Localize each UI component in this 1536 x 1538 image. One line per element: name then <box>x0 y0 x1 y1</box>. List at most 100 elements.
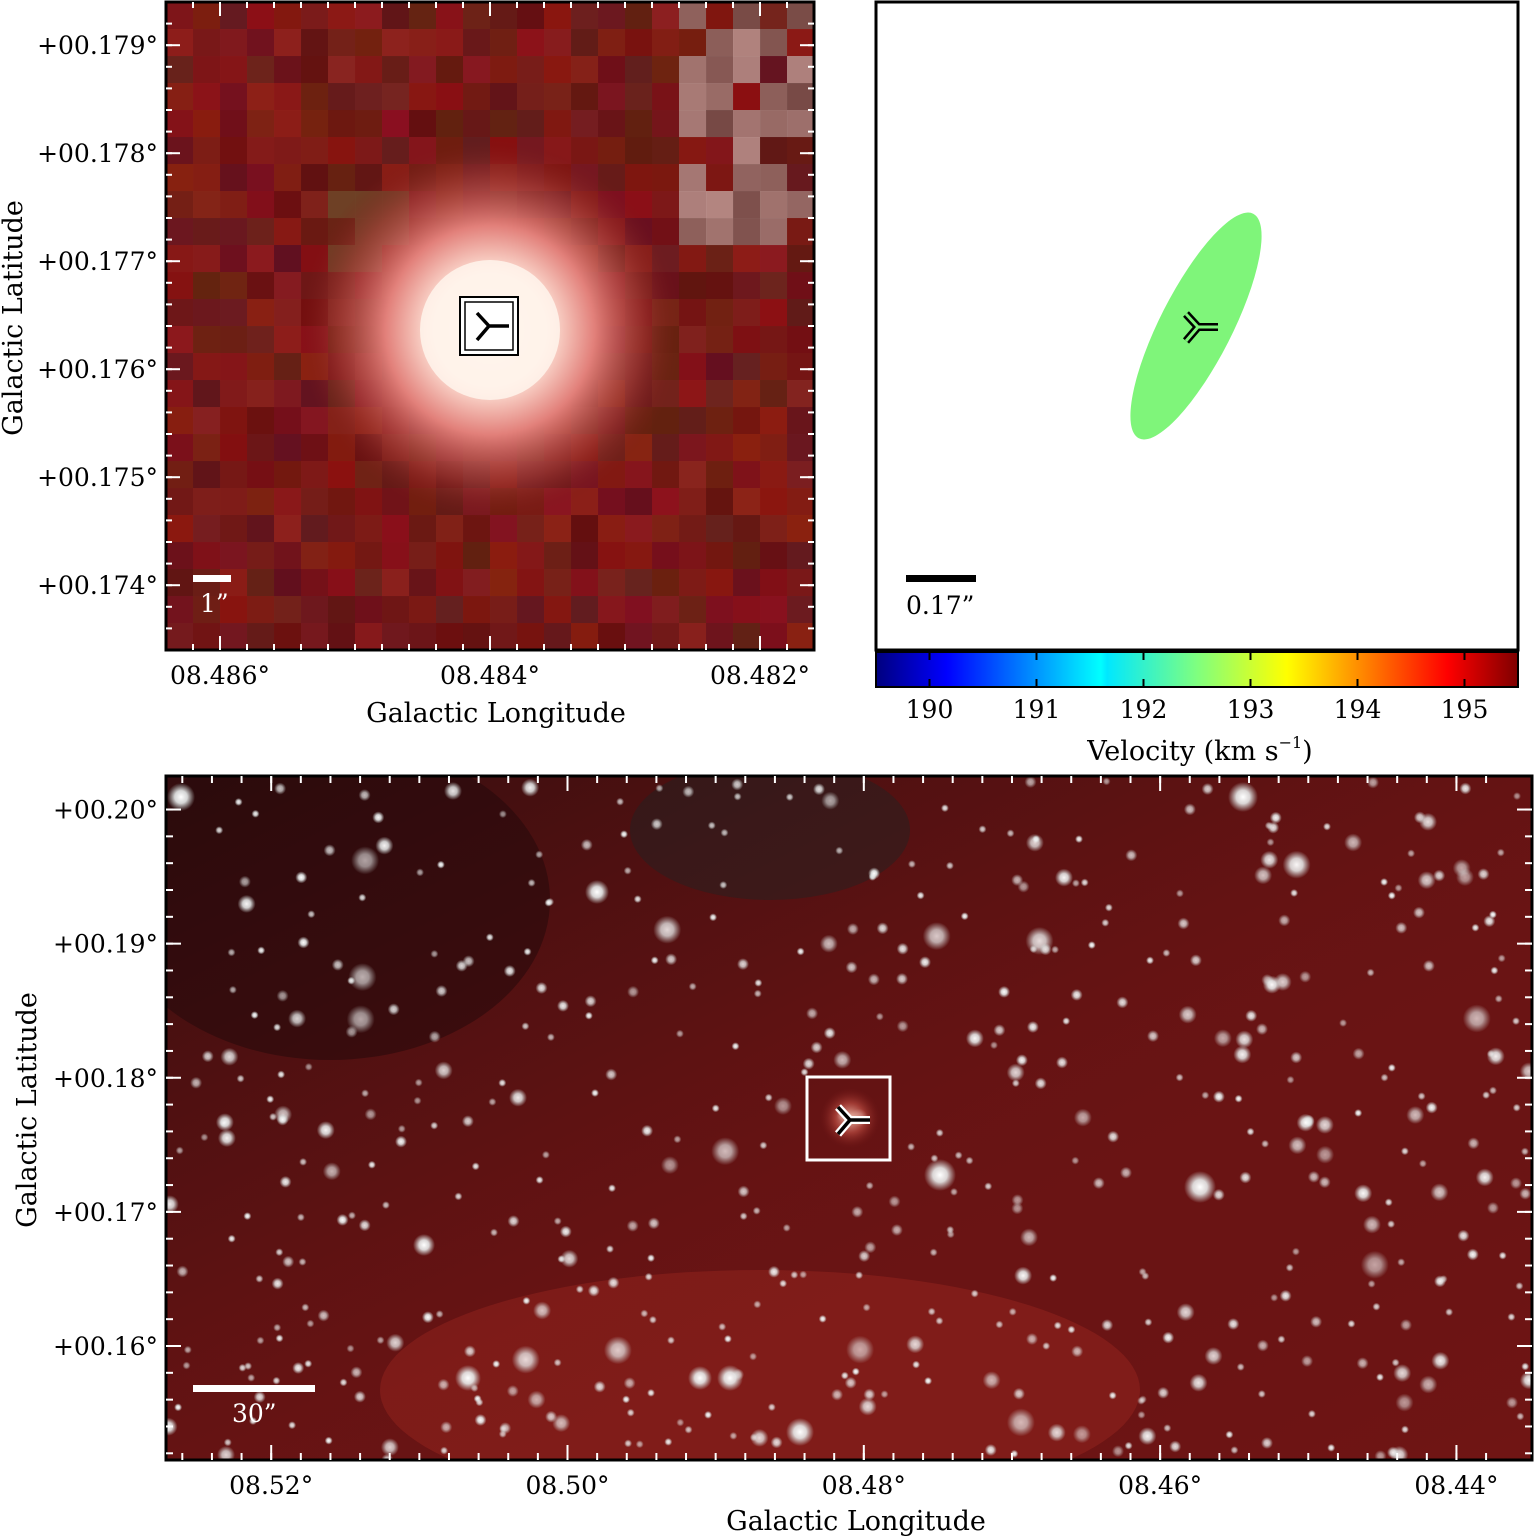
star <box>521 778 540 797</box>
pixel <box>328 461 356 489</box>
star <box>250 1011 259 1020</box>
pixel <box>247 542 275 570</box>
star <box>888 1195 901 1208</box>
star <box>704 1410 713 1419</box>
star <box>1246 1127 1255 1136</box>
star <box>1467 1137 1480 1150</box>
star <box>1026 1021 1039 1033</box>
star <box>800 1068 809 1077</box>
star <box>1285 1263 1294 1272</box>
bright-star <box>786 1418 814 1446</box>
pixel <box>409 515 437 543</box>
star <box>1372 1302 1381 1311</box>
pixel <box>787 515 814 543</box>
pixel <box>328 623 356 650</box>
pixel <box>679 29 707 57</box>
star <box>1301 1355 1314 1368</box>
star <box>545 1410 558 1423</box>
pixel <box>193 218 221 246</box>
star <box>190 1076 203 1089</box>
pixel <box>787 407 814 435</box>
star <box>1051 945 1060 954</box>
star <box>1354 1184 1373 1203</box>
pixel <box>382 56 410 84</box>
pixel <box>787 353 814 381</box>
pixel <box>544 29 572 57</box>
pixel <box>328 56 356 84</box>
star <box>1433 869 1446 882</box>
pixel <box>247 434 275 462</box>
pixel <box>193 272 221 300</box>
star <box>1486 1049 1495 1058</box>
pixel <box>274 191 302 219</box>
pixel <box>652 110 680 138</box>
star <box>176 1265 189 1278</box>
star <box>387 1003 400 1016</box>
star <box>527 1390 546 1409</box>
pixel <box>247 164 275 192</box>
star <box>1254 866 1273 885</box>
pixel <box>652 56 680 84</box>
pixel <box>679 515 707 543</box>
star <box>675 1029 684 1038</box>
colorbar-tick-label: 193 <box>1227 695 1275 724</box>
pixel <box>706 29 734 57</box>
star <box>1395 1393 1414 1412</box>
star <box>906 1335 925 1354</box>
star <box>1307 1170 1320 1183</box>
bright-star <box>1228 782 1258 812</box>
star <box>1071 1345 1084 1358</box>
pixel <box>598 515 626 543</box>
colorbar-tick-labels: 190 191 192 193 194 195 <box>906 695 1489 724</box>
star <box>1102 777 1111 786</box>
pixel <box>328 2 356 30</box>
pixel <box>733 569 761 597</box>
star <box>1363 1215 1381 1234</box>
pixel <box>706 164 734 192</box>
pixel <box>517 569 545 597</box>
pixel <box>301 83 329 111</box>
star <box>684 1425 693 1434</box>
pixel <box>193 434 221 462</box>
star <box>535 1176 544 1184</box>
pixel <box>652 515 680 543</box>
pixel <box>733 2 761 30</box>
star <box>984 1182 993 1191</box>
star <box>273 1323 282 1332</box>
bright-star <box>1184 1171 1216 1203</box>
pixel <box>247 83 275 111</box>
star <box>1029 945 1038 954</box>
star <box>1459 782 1472 795</box>
star <box>1256 1023 1268 1036</box>
pixel <box>274 164 302 192</box>
tri-branch-marker-icon <box>834 1104 870 1137</box>
star <box>922 922 951 951</box>
pixel <box>571 137 599 165</box>
pixel <box>625 110 653 138</box>
star <box>819 934 838 953</box>
star <box>995 1320 1004 1329</box>
pixel <box>301 110 329 138</box>
star <box>275 1334 284 1343</box>
pixel <box>328 164 356 192</box>
star <box>865 1181 874 1190</box>
bright-star <box>413 1234 435 1256</box>
y-tick-label: +00.178° <box>37 139 158 168</box>
pixel <box>193 2 221 30</box>
star <box>1521 1362 1530 1371</box>
pixel <box>274 29 302 57</box>
pixel <box>274 434 302 462</box>
red-nebula <box>380 1270 1140 1460</box>
pixel <box>166 29 194 57</box>
star <box>1071 1156 1080 1165</box>
star <box>228 985 237 994</box>
pixel <box>193 56 221 84</box>
pixel <box>760 380 788 408</box>
star <box>1267 821 1280 834</box>
pixel <box>679 218 707 246</box>
star <box>1482 1091 1491 1100</box>
star <box>1471 923 1480 932</box>
star <box>633 895 642 904</box>
star <box>1234 1094 1243 1103</box>
star <box>1062 1017 1071 1026</box>
